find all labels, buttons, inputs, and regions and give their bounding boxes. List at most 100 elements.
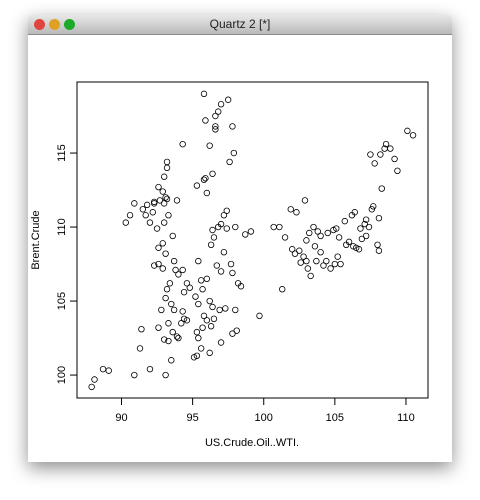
point xyxy=(409,132,417,139)
point xyxy=(122,219,129,226)
point xyxy=(91,376,98,383)
point xyxy=(175,271,182,278)
point xyxy=(153,225,161,232)
point xyxy=(355,246,363,253)
point xyxy=(212,112,219,120)
point xyxy=(232,306,239,314)
point xyxy=(170,257,178,265)
point xyxy=(168,357,175,364)
point xyxy=(307,272,314,280)
point xyxy=(180,288,188,296)
point xyxy=(223,225,230,232)
point xyxy=(227,260,235,268)
point xyxy=(202,117,209,124)
point xyxy=(173,333,181,340)
point xyxy=(210,234,218,241)
point xyxy=(183,280,191,287)
point xyxy=(374,241,381,249)
point xyxy=(303,237,310,244)
point xyxy=(159,188,166,195)
point xyxy=(203,275,211,283)
point xyxy=(149,209,157,216)
point xyxy=(341,217,349,225)
point xyxy=(209,303,216,311)
point xyxy=(195,334,202,342)
point xyxy=(371,160,378,167)
point xyxy=(202,175,209,182)
y-tick-label: 115 xyxy=(56,144,68,162)
point xyxy=(99,365,107,373)
point xyxy=(126,212,134,219)
point xyxy=(203,317,211,324)
point xyxy=(297,259,304,266)
point xyxy=(183,317,191,324)
point xyxy=(200,176,208,183)
point xyxy=(203,189,211,197)
point xyxy=(313,257,320,265)
point xyxy=(162,250,169,257)
x-tick-label: 100 xyxy=(255,412,273,424)
point xyxy=(370,203,377,210)
window: Quartz 2 [*] xyxy=(28,15,452,462)
point xyxy=(215,223,222,231)
point xyxy=(217,101,225,108)
point xyxy=(375,214,383,222)
point xyxy=(200,312,208,320)
point xyxy=(169,232,176,240)
point xyxy=(200,90,208,98)
point xyxy=(215,108,222,115)
y-tick-label: 110 xyxy=(56,218,68,236)
point xyxy=(175,334,182,342)
point xyxy=(226,158,233,166)
point xyxy=(210,315,218,323)
y-tick-label: 100 xyxy=(56,366,68,384)
point xyxy=(131,200,138,207)
point xyxy=(193,328,201,336)
point xyxy=(159,240,166,247)
close-button[interactable] xyxy=(34,19,45,30)
point xyxy=(358,235,366,243)
point xyxy=(351,209,358,216)
point xyxy=(155,183,162,191)
point xyxy=(169,328,176,336)
point xyxy=(216,306,223,314)
point xyxy=(293,209,300,216)
point xyxy=(199,286,206,293)
point xyxy=(159,265,166,272)
point xyxy=(143,201,151,209)
point xyxy=(166,280,174,287)
point xyxy=(276,223,283,231)
point xyxy=(142,212,149,219)
point xyxy=(242,231,249,238)
point xyxy=(270,223,277,231)
point xyxy=(170,306,178,314)
point xyxy=(281,234,289,241)
point xyxy=(163,195,171,203)
point xyxy=(160,200,168,207)
point xyxy=(138,325,145,333)
minimize-button[interactable] xyxy=(49,19,60,30)
point xyxy=(377,151,384,158)
point xyxy=(139,206,147,213)
window-title: Quartz 2 [*] xyxy=(209,17,271,31)
point xyxy=(304,265,312,272)
point xyxy=(105,367,112,374)
point xyxy=(220,249,228,256)
point xyxy=(378,185,385,192)
point xyxy=(337,260,344,268)
point xyxy=(333,225,340,232)
zoom-button[interactable] xyxy=(64,19,75,30)
point xyxy=(206,142,213,149)
x-tick-label: 110 xyxy=(397,412,415,424)
point xyxy=(357,225,364,232)
point xyxy=(222,305,229,312)
point xyxy=(320,262,327,269)
point xyxy=(317,249,324,256)
point xyxy=(317,232,324,240)
point xyxy=(296,247,303,254)
x-tick-label: 105 xyxy=(326,412,344,424)
point xyxy=(212,126,219,133)
point xyxy=(192,293,199,300)
x-axis-label: US.Crude.Oil..WTI. xyxy=(205,437,299,449)
